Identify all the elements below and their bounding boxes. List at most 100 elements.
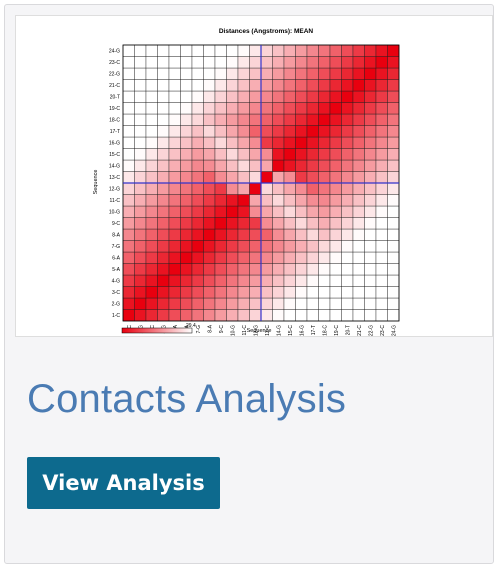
heatmap-cell bbox=[157, 274, 170, 287]
heatmap-cell bbox=[249, 148, 262, 161]
heatmap-cell bbox=[157, 102, 170, 115]
heatmap-cells bbox=[122, 44, 400, 322]
heatmap-cell bbox=[191, 56, 204, 69]
heatmap-cell bbox=[329, 102, 342, 115]
heatmap-cell bbox=[318, 56, 331, 69]
heatmap-cell bbox=[134, 286, 147, 299]
heatmap-cell bbox=[226, 297, 239, 310]
heatmap-cell bbox=[157, 67, 170, 80]
heatmap-cell bbox=[203, 136, 216, 149]
heatmap-cell bbox=[122, 194, 135, 207]
heatmap-cell bbox=[329, 274, 342, 287]
heatmap-cell bbox=[260, 251, 273, 264]
heatmap-cell bbox=[306, 159, 319, 172]
heatmap-cell bbox=[364, 297, 377, 310]
x-tick-label: 17-T bbox=[311, 325, 317, 335]
heatmap-cell bbox=[295, 251, 308, 264]
heatmap-cell bbox=[329, 286, 342, 299]
heatmap-cell bbox=[214, 125, 227, 138]
heatmap-cell bbox=[145, 102, 158, 115]
heatmap-cell bbox=[318, 79, 331, 92]
heatmap-cell bbox=[237, 90, 250, 103]
heatmap-cell bbox=[375, 148, 388, 161]
heatmap-cell bbox=[180, 136, 193, 149]
heatmap-cell bbox=[364, 194, 377, 207]
heatmap-cell bbox=[329, 240, 342, 253]
heatmap-cell bbox=[122, 67, 135, 80]
chart-ylabel: Sequence bbox=[93, 170, 99, 195]
heatmap-cell bbox=[341, 102, 354, 115]
heatmap-cell bbox=[352, 228, 365, 241]
heatmap-cell bbox=[387, 79, 400, 92]
heatmap-cell bbox=[375, 274, 388, 287]
heatmap-cell bbox=[180, 297, 193, 310]
heatmap-cell bbox=[157, 251, 170, 264]
heatmap-cell bbox=[122, 228, 135, 241]
heatmap-cell bbox=[237, 148, 250, 161]
heatmap-cell bbox=[249, 251, 262, 264]
heatmap-cell bbox=[387, 286, 400, 299]
heatmap-cell bbox=[272, 194, 285, 207]
heatmap-cell bbox=[387, 67, 400, 80]
heatmap-cell bbox=[295, 228, 308, 241]
heatmap-cell bbox=[237, 205, 250, 218]
heatmap-cell bbox=[122, 217, 135, 230]
view-analysis-button[interactable]: View Analysis bbox=[27, 457, 220, 509]
heatmap-cell bbox=[306, 44, 319, 57]
heatmap-cell bbox=[122, 297, 135, 310]
heatmap-cell bbox=[203, 263, 216, 276]
heatmap-cell bbox=[318, 286, 331, 299]
heatmap-cell bbox=[375, 286, 388, 299]
heatmap-cell bbox=[226, 205, 239, 218]
heatmap-cell bbox=[341, 67, 354, 80]
heatmap-cell bbox=[283, 240, 296, 253]
heatmap-cell bbox=[203, 44, 216, 57]
heatmap-cell bbox=[387, 148, 400, 161]
heatmap-cell bbox=[283, 263, 296, 276]
heatmap-cell bbox=[226, 228, 239, 241]
heatmap-cell bbox=[226, 286, 239, 299]
heatmap-cell bbox=[387, 125, 400, 138]
heatmap-cell bbox=[180, 217, 193, 230]
heatmap-cell bbox=[180, 205, 193, 218]
heatmap-cell bbox=[272, 228, 285, 241]
heatmap-cell bbox=[157, 148, 170, 161]
heatmap-cell bbox=[329, 136, 342, 149]
heatmap-cell bbox=[122, 182, 135, 195]
heatmap-cell bbox=[260, 240, 273, 253]
heatmap-cell bbox=[272, 113, 285, 126]
heatmap-thumbnail[interactable]: Distances (Angstroms): MEAN Sequence Seq… bbox=[15, 15, 493, 337]
distance-heatmap-chart: Distances (Angstroms): MEAN Sequence Seq… bbox=[93, 28, 400, 336]
heatmap-cell bbox=[352, 171, 365, 184]
heatmap-cell bbox=[387, 182, 400, 195]
heatmap-cell bbox=[226, 263, 239, 276]
heatmap-cell bbox=[272, 217, 285, 230]
heatmap-cell bbox=[122, 148, 135, 161]
heatmap-cell bbox=[203, 148, 216, 161]
heatmap-cell bbox=[180, 56, 193, 69]
heatmap-cell bbox=[341, 125, 354, 138]
heatmap-cell bbox=[168, 274, 181, 287]
heatmap-cell bbox=[157, 125, 170, 138]
heatmap-cell bbox=[134, 102, 147, 115]
heatmap-cell bbox=[352, 274, 365, 287]
chart-title: Distances (Angstroms): MEAN bbox=[219, 28, 314, 35]
heatmap-cell bbox=[375, 171, 388, 184]
y-tick-label: 4-G bbox=[112, 279, 120, 285]
heatmap-cell bbox=[295, 182, 308, 195]
heatmap-cell bbox=[352, 240, 365, 253]
heatmap-cell bbox=[237, 102, 250, 115]
heatmap-cell bbox=[249, 102, 262, 115]
heatmap-cell bbox=[214, 148, 227, 161]
heatmap-cell bbox=[260, 171, 273, 184]
heatmap-cell bbox=[191, 102, 204, 115]
heatmap-cell bbox=[237, 240, 250, 253]
heatmap-cell bbox=[237, 113, 250, 126]
heatmap-cell bbox=[272, 125, 285, 138]
heatmap-cell bbox=[249, 125, 262, 138]
heatmap-cell bbox=[191, 205, 204, 218]
heatmap-cell bbox=[352, 286, 365, 299]
heatmap-cell bbox=[134, 113, 147, 126]
heatmap-cell bbox=[272, 79, 285, 92]
heatmap-cell bbox=[295, 171, 308, 184]
